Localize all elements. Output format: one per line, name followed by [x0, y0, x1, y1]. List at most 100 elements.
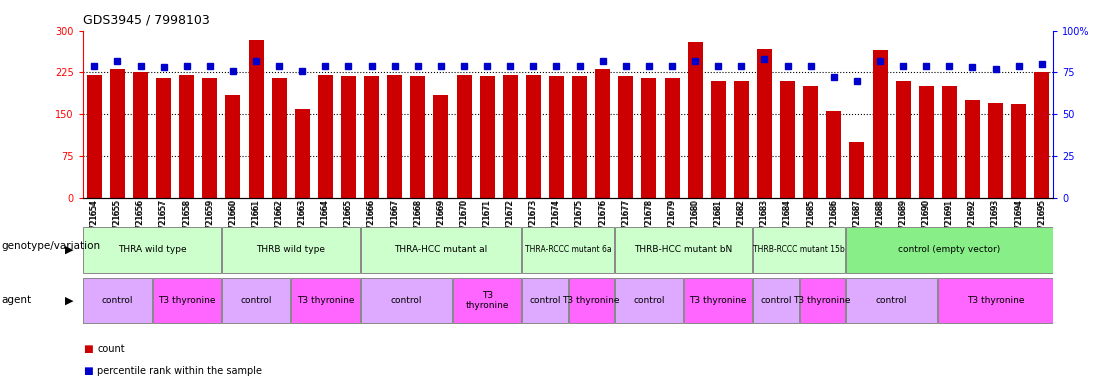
Text: GSM721684: GSM721684 [783, 200, 792, 246]
Text: GSM721662: GSM721662 [275, 200, 283, 246]
Text: control: control [101, 296, 133, 305]
Bar [684, 278, 752, 323]
Text: control: control [876, 296, 908, 305]
Bar [83, 278, 151, 323]
Text: control: control [240, 296, 271, 305]
Text: agent: agent [1, 295, 31, 306]
Bar [687, 42, 703, 198]
Text: GSM721676: GSM721676 [598, 200, 608, 246]
Text: GSM721654: GSM721654 [89, 200, 99, 246]
Text: GSM721679: GSM721679 [667, 200, 676, 246]
Bar [83, 227, 221, 273]
Text: T3 thyronine: T3 thyronine [158, 296, 215, 305]
Text: GSM721669: GSM721669 [437, 200, 446, 246]
Bar [295, 109, 310, 198]
Text: T3 thyronine: T3 thyronine [793, 296, 852, 305]
Bar [1035, 73, 1049, 198]
Bar [457, 75, 472, 198]
Text: GSM721691: GSM721691 [945, 200, 954, 246]
Bar [710, 81, 726, 198]
Bar [826, 111, 842, 198]
Bar [803, 86, 818, 198]
Text: count: count [97, 344, 125, 354]
Bar [110, 69, 125, 198]
Bar [364, 76, 379, 198]
Bar [614, 278, 683, 323]
Bar [480, 76, 494, 198]
Bar [642, 78, 656, 198]
Text: GSM721666: GSM721666 [367, 200, 376, 246]
Bar [872, 50, 888, 198]
Text: THRB-HCC mutant bN: THRB-HCC mutant bN [634, 245, 732, 254]
Text: GSM721695: GSM721695 [1037, 200, 1047, 246]
Bar [942, 86, 957, 198]
Bar [757, 48, 772, 198]
Bar [753, 227, 845, 273]
Text: GSM721665: GSM721665 [344, 200, 353, 246]
Bar [800, 278, 845, 323]
Bar [271, 78, 287, 198]
Text: control (empty vector): control (empty vector) [898, 245, 1000, 254]
Text: GSM721694: GSM721694 [1014, 200, 1024, 246]
Text: GSM721688: GSM721688 [876, 200, 885, 246]
Text: GSM721660: GSM721660 [228, 200, 237, 246]
Text: GSM721680: GSM721680 [690, 200, 699, 246]
Bar [614, 227, 752, 273]
Bar [849, 142, 865, 198]
Bar [453, 278, 522, 323]
Text: GDS3945 / 7998103: GDS3945 / 7998103 [83, 14, 210, 27]
Text: GSM721693: GSM721693 [992, 200, 1000, 246]
Bar [549, 76, 564, 198]
Text: GSM721683: GSM721683 [760, 200, 769, 246]
Bar [733, 81, 749, 198]
Bar [387, 75, 403, 198]
Text: control: control [633, 296, 665, 305]
Text: T3 thyronine: T3 thyronine [967, 296, 1025, 305]
Text: GSM721658: GSM721658 [182, 200, 191, 246]
Bar [753, 278, 799, 323]
Text: GSM721671: GSM721671 [483, 200, 492, 246]
Text: T3
thyronine: T3 thyronine [465, 291, 508, 310]
Bar [1011, 104, 1026, 198]
Text: THRA-RCCC mutant 6a: THRA-RCCC mutant 6a [525, 245, 611, 254]
Bar [152, 278, 221, 323]
Text: GSM721678: GSM721678 [644, 200, 653, 246]
Text: GSM721685: GSM721685 [806, 200, 815, 246]
Text: GSM721675: GSM721675 [575, 200, 585, 246]
Bar [939, 278, 1053, 323]
Text: GSM721670: GSM721670 [460, 200, 469, 246]
Bar [896, 81, 911, 198]
Text: GSM721664: GSM721664 [321, 200, 330, 246]
Text: ▶: ▶ [65, 295, 74, 306]
Text: THRA-HCC mutant al: THRA-HCC mutant al [394, 245, 488, 254]
Text: GSM721661: GSM721661 [251, 200, 260, 246]
Bar [87, 75, 101, 198]
Bar [202, 78, 217, 198]
Text: GSM721681: GSM721681 [714, 200, 722, 246]
Text: T3 thyronine: T3 thyronine [563, 296, 620, 305]
Text: control: control [529, 296, 560, 305]
Bar [157, 78, 171, 198]
Text: THRB wild type: THRB wild type [256, 245, 325, 254]
Text: ▶: ▶ [65, 245, 74, 255]
Text: GSM721659: GSM721659 [205, 200, 214, 246]
Text: THRB-RCCC mutant 15b: THRB-RCCC mutant 15b [753, 245, 845, 254]
Text: GSM721656: GSM721656 [136, 200, 144, 246]
Bar [664, 78, 679, 198]
Bar [523, 278, 568, 323]
Bar [361, 278, 452, 323]
Bar [572, 76, 587, 198]
Text: GSM721672: GSM721672 [506, 200, 515, 246]
Text: T3 thyronine: T3 thyronine [689, 296, 747, 305]
Text: THRA wild type: THRA wild type [118, 245, 186, 254]
Text: GSM721673: GSM721673 [528, 200, 538, 246]
Bar [222, 278, 290, 323]
Text: GSM721682: GSM721682 [737, 200, 746, 246]
Text: GSM721657: GSM721657 [159, 200, 168, 246]
Bar [526, 75, 540, 198]
Text: GSM721687: GSM721687 [853, 200, 861, 246]
Text: control: control [390, 296, 422, 305]
Text: ■: ■ [83, 344, 93, 354]
Bar [619, 76, 633, 198]
Text: genotype/variation: genotype/variation [1, 241, 100, 251]
